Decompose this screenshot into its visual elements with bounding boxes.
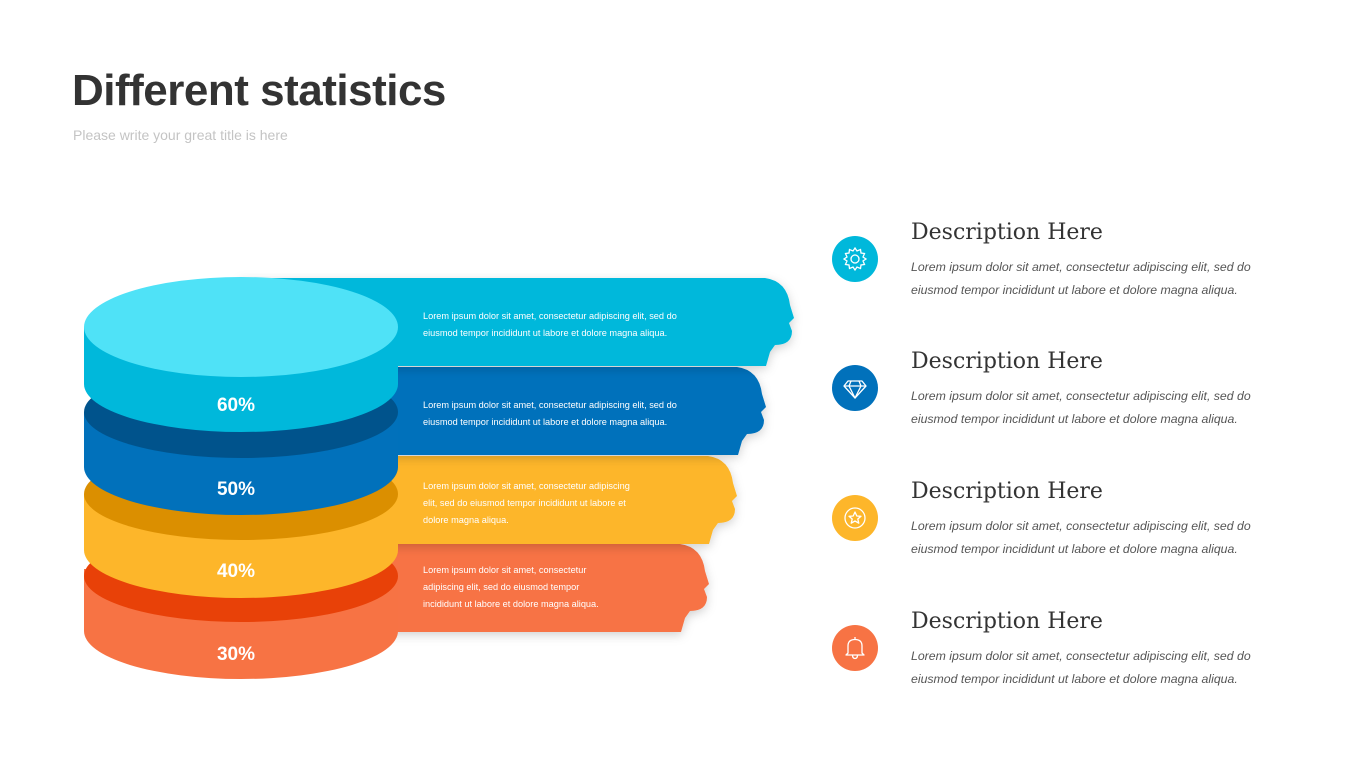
description-circle-4 bbox=[832, 625, 878, 671]
tier-40-banner-line-1: Lorem ipsum dolor sit amet, consectetur … bbox=[423, 481, 630, 491]
diamond-icon bbox=[843, 380, 867, 399]
description-heading-3: Description Here bbox=[911, 479, 1103, 504]
tier-50-banner-line-2: eiusmod tempor incididunt ut labore et d… bbox=[423, 417, 667, 427]
slide-subtitle: Please write your great title is here bbox=[73, 127, 288, 143]
description-circle-2 bbox=[832, 365, 878, 411]
tier-50-percent-label: 50% bbox=[217, 479, 255, 500]
tier-60: Lorem ipsum dolor sit amet, consectetur … bbox=[84, 277, 794, 432]
description-item-2: Description Here Lorem ipsum dolor sit a… bbox=[832, 349, 1312, 445]
description-item-3: Description Here Lorem ipsum dolor sit a… bbox=[832, 479, 1312, 575]
description-text-2: Lorem ipsum dolor sit amet, consectetur … bbox=[911, 389, 1251, 426]
tier-30-banner-line-3: incididunt ut labore et dolore magna ali… bbox=[423, 599, 599, 609]
tier-60-cylinder-top bbox=[84, 277, 398, 377]
description-item-4: Description Here Lorem ipsum dolor sit a… bbox=[832, 609, 1312, 705]
description-heading-4: Description Here bbox=[911, 609, 1103, 634]
bell-icon bbox=[845, 637, 865, 660]
tier-30-percent-label: 30% bbox=[217, 644, 255, 665]
tier-60-banner-line-1: Lorem ipsum dolor sit amet, consectetur … bbox=[423, 311, 677, 321]
description-circle-3 bbox=[832, 495, 878, 541]
tier-40-banner-line-2: elit, sed do eiusmod tempor incididunt u… bbox=[423, 498, 626, 508]
description-text-1: Lorem ipsum dolor sit amet, consectetur … bbox=[911, 260, 1251, 297]
tier-40-percent-label: 40% bbox=[217, 561, 255, 582]
description-circle-1 bbox=[832, 236, 878, 282]
description-text-4: Lorem ipsum dolor sit amet, consectetur … bbox=[911, 649, 1251, 686]
description-text-3: Lorem ipsum dolor sit amet, consectetur … bbox=[911, 519, 1251, 556]
tier-60-banner-line-2: eiusmod tempor incididunt ut labore et d… bbox=[423, 328, 667, 338]
description-heading-2: Description Here bbox=[911, 349, 1103, 374]
tier-30-banner-line-1: Lorem ipsum dolor sit amet, consectetur bbox=[423, 565, 586, 575]
description-heading-1: Description Here bbox=[911, 220, 1103, 245]
slide-title: Different statistics bbox=[72, 66, 446, 115]
tier-60-percent-label: 60% bbox=[217, 395, 255, 416]
tier-40-banner-line-3: dolore magna aliqua. bbox=[423, 515, 509, 525]
tier-50-banner-line-1: Lorem ipsum dolor sit amet, consectetur … bbox=[423, 400, 677, 410]
star-badge-icon bbox=[844, 507, 866, 529]
description-item-1: Description Here Lorem ipsum dolor sit a… bbox=[832, 220, 1312, 316]
gear-icon bbox=[842, 246, 868, 272]
tier-30-banner-line-2: adipiscing elit, sed do eiusmod tempor bbox=[423, 582, 579, 592]
